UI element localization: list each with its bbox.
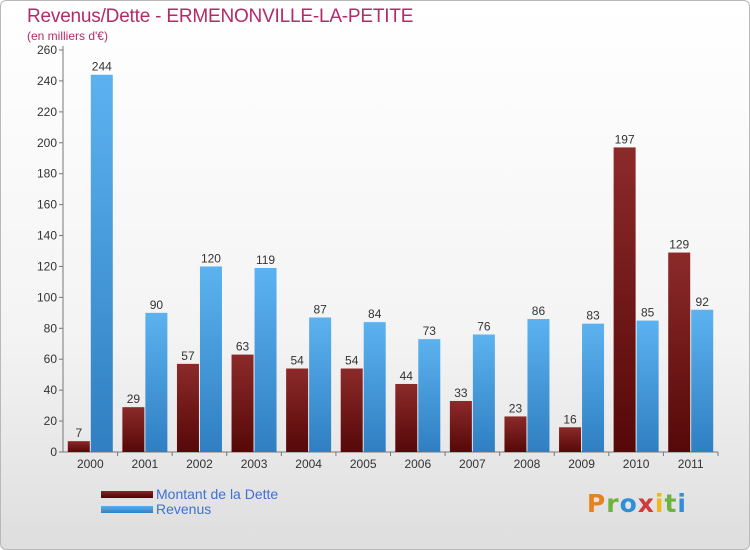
x-tick-label: 2004 — [295, 457, 322, 471]
data-label-dette-2000: 7 — [75, 426, 82, 440]
bar-revenus-2003 — [254, 268, 277, 452]
proxiti-logo: Proxiti — [587, 489, 687, 518]
bar-revenus-2007 — [472, 334, 495, 452]
data-label-dette-2009: 16 — [563, 412, 577, 426]
bar-revenus-2004 — [309, 317, 332, 452]
data-label-revenus-2007: 76 — [477, 319, 491, 333]
y-tick-label: 160 — [37, 198, 57, 212]
bar-dette-2011 — [668, 252, 691, 452]
y-tick-label: 220 — [37, 105, 57, 119]
bar-dette-2007 — [449, 400, 472, 452]
legend-swatch-revenus — [101, 506, 153, 513]
data-label-dette-2007: 33 — [454, 386, 468, 400]
bar-revenus-2011 — [691, 309, 714, 452]
y-tick-label: 20 — [44, 414, 58, 428]
data-label-revenus-2001: 90 — [150, 298, 164, 312]
bar-dette-2001 — [122, 407, 145, 452]
legend-label-revenus: Revenus — [156, 501, 212, 517]
y-tick-label: 120 — [37, 259, 57, 273]
x-tick-label: 2006 — [404, 457, 431, 471]
y-tick-label: 240 — [37, 74, 57, 88]
y-tick-label: 200 — [37, 136, 57, 150]
chart-subtitle: (en milliers d'€) — [27, 29, 108, 43]
y-tick-label: 260 — [37, 43, 57, 57]
legend-swatch-dette — [101, 491, 153, 498]
x-tick-label: 2002 — [186, 457, 213, 471]
logo-letter: P — [586, 489, 607, 518]
x-tick-label: 2001 — [132, 457, 159, 471]
bar-revenus-2006 — [418, 339, 441, 452]
data-label-revenus-2005: 84 — [368, 307, 382, 321]
bar-revenus-2008 — [527, 319, 550, 452]
x-tick-label: 2000 — [77, 457, 104, 471]
bar-revenus-2005 — [363, 322, 386, 452]
bar-revenus-2009 — [582, 323, 605, 452]
bar-dette-2010 — [613, 147, 636, 452]
x-tick-label: 2008 — [514, 457, 541, 471]
y-tick-label: 100 — [37, 290, 57, 304]
data-label-revenus-2003: 119 — [256, 253, 275, 267]
data-label-revenus-2011: 92 — [696, 295, 710, 309]
logo-letter: x — [637, 489, 655, 518]
chart-title: Revenus/Dette - ERMENONVILLE-LA-PETITE — [27, 6, 414, 27]
y-tick-label: 180 — [37, 167, 57, 181]
y-tick-label: 140 — [37, 229, 57, 243]
data-label-dette-2006: 44 — [400, 369, 414, 383]
logo-letter: r — [606, 489, 620, 518]
bar-revenus-2010 — [636, 320, 659, 452]
data-label-revenus-2002: 120 — [201, 251, 221, 265]
y-tick-label: 60 — [44, 352, 58, 366]
data-label-dette-2011: 129 — [669, 238, 689, 252]
data-label-dette-2004: 54 — [290, 354, 304, 368]
data-label-revenus-2008: 86 — [532, 304, 546, 318]
data-label-dette-2003: 63 — [236, 340, 250, 354]
data-label-revenus-2009: 83 — [586, 309, 600, 323]
data-label-revenus-2006: 73 — [423, 324, 437, 338]
data-label-dette-2005: 54 — [345, 354, 359, 368]
data-label-revenus-2010: 85 — [641, 306, 655, 320]
data-label-dette-2010: 197 — [615, 132, 635, 146]
y-tick-label: 0 — [50, 445, 57, 459]
bar-revenus-2000 — [90, 74, 113, 452]
data-label-revenus-2000: 244 — [92, 60, 112, 74]
bar-dette-2000 — [67, 441, 90, 452]
y-tick-label: 80 — [44, 321, 58, 335]
logo-letter: t — [664, 489, 678, 518]
data-label-dette-2001: 29 — [127, 392, 141, 406]
x-tick-label: 2005 — [350, 457, 377, 471]
bar-dette-2006 — [395, 383, 418, 452]
bar-dette-2005 — [340, 368, 363, 452]
data-label-dette-2002: 57 — [181, 349, 195, 363]
logo-letter: i — [654, 489, 665, 518]
data-label-dette-2008: 23 — [509, 401, 523, 415]
bar-dette-2002 — [176, 363, 199, 452]
x-tick-label: 2009 — [568, 457, 595, 471]
x-tick-label: 2007 — [459, 457, 486, 471]
bar-dette-2009 — [559, 427, 582, 452]
bar-dette-2008 — [504, 416, 527, 452]
bar-revenus-2002 — [199, 266, 222, 452]
bar-dette-2004 — [286, 368, 309, 452]
y-tick-label: 40 — [44, 383, 58, 397]
data-label-revenus-2004: 87 — [313, 302, 327, 316]
bar-dette-2003 — [231, 354, 254, 452]
x-tick-label: 2011 — [678, 457, 704, 471]
legend-label-dette: Montant de la Dette — [156, 486, 279, 502]
x-tick-label: 2003 — [241, 457, 268, 471]
logo-letter: o — [619, 489, 638, 518]
logo-letter: i — [677, 489, 687, 518]
bar-revenus-2001 — [145, 312, 168, 452]
x-tick-label: 2010 — [623, 457, 650, 471]
